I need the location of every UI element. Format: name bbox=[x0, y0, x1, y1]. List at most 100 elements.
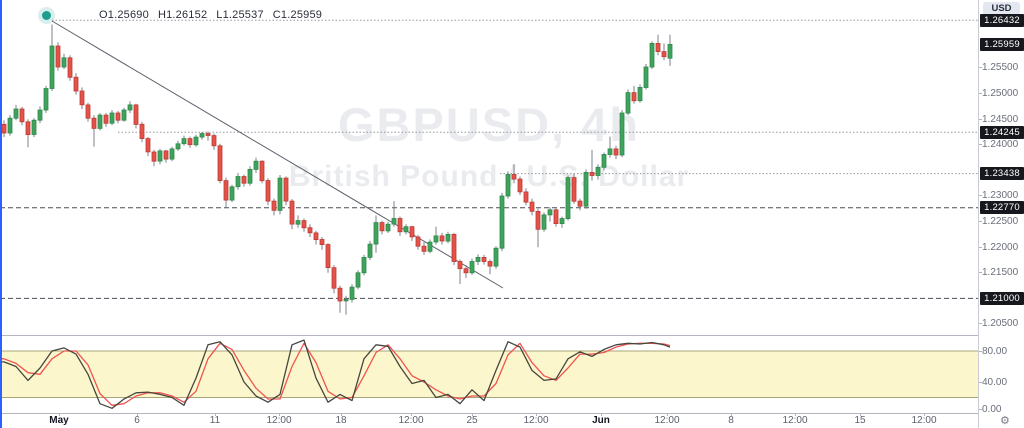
candle-body bbox=[296, 221, 300, 225]
candle-body bbox=[254, 161, 258, 169]
candle-body bbox=[44, 89, 48, 111]
candle-body bbox=[8, 118, 12, 133]
candle-body bbox=[38, 110, 42, 120]
candle-body bbox=[530, 202, 534, 211]
candle-body bbox=[32, 120, 36, 134]
candle-body bbox=[482, 257, 486, 261]
candle-body bbox=[548, 210, 552, 215]
time-tick-mark bbox=[215, 413, 216, 416]
candle-body bbox=[614, 149, 618, 155]
symbol-marker-dot[interactable] bbox=[38, 7, 55, 24]
candle-body bbox=[458, 262, 462, 269]
candle-body bbox=[596, 167, 600, 175]
candle-body bbox=[98, 115, 102, 128]
time-tick-mark bbox=[667, 413, 668, 416]
candle-body bbox=[356, 273, 360, 287]
time-tick-mark bbox=[601, 413, 602, 416]
price-tick-label: 1.25500 bbox=[982, 62, 1018, 73]
time-tick-label: 12:00 bbox=[398, 415, 423, 426]
price-level-badge: 1.21000 bbox=[980, 292, 1024, 305]
candle-body bbox=[320, 240, 324, 245]
price-level-badge: 1.24245 bbox=[980, 126, 1024, 139]
candle-body bbox=[188, 139, 192, 145]
time-tick-label: May bbox=[49, 415, 68, 426]
price-tick-label: 1.23000 bbox=[982, 190, 1018, 201]
main-price-pane[interactable]: GBPUSD, 4h British Pound / U.S. Dollar O… bbox=[0, 0, 978, 336]
candle-body bbox=[200, 134, 204, 138]
indicator-tick-label: 80.00 bbox=[982, 346, 1007, 357]
candle-body bbox=[578, 201, 582, 206]
candle-body bbox=[626, 93, 630, 114]
candle-body bbox=[266, 181, 270, 202]
candle-body bbox=[518, 179, 522, 192]
candle-body bbox=[620, 113, 624, 155]
indicator-tick-label: 40.00 bbox=[982, 377, 1007, 388]
candle-body bbox=[302, 221, 306, 228]
candle-body bbox=[242, 177, 246, 184]
candle-body bbox=[374, 223, 378, 245]
candle-body bbox=[452, 234, 456, 261]
candle-body bbox=[410, 227, 414, 237]
time-tick-label: 12:00 bbox=[523, 415, 548, 426]
price-level-lines bbox=[0, 20, 978, 298]
candle-body bbox=[602, 155, 606, 168]
candle-body bbox=[326, 245, 330, 268]
candle-body bbox=[476, 257, 480, 261]
candle-body bbox=[116, 113, 120, 120]
symbol-marker-core bbox=[42, 11, 51, 20]
candle-body bbox=[488, 262, 492, 267]
time-tick-mark bbox=[472, 413, 473, 416]
time-tick-label: 25 bbox=[466, 415, 477, 426]
candle-body bbox=[206, 134, 210, 136]
candle-body bbox=[404, 227, 408, 232]
time-scale[interactable]: May61112:001812:002512:00Jun12:00812:001… bbox=[0, 414, 978, 428]
candle-body bbox=[500, 196, 504, 248]
price-chart-canvas[interactable] bbox=[0, 0, 978, 336]
candle-body bbox=[608, 149, 612, 155]
trendline-drawing[interactable] bbox=[52, 21, 503, 288]
candle-body bbox=[632, 93, 636, 101]
candle-body bbox=[50, 46, 54, 89]
time-tick-label: 12:00 bbox=[782, 415, 807, 426]
gear-icon[interactable]: ⚙ bbox=[1000, 414, 1010, 427]
candle-body bbox=[536, 211, 540, 229]
time-tick-mark bbox=[137, 413, 138, 416]
candle-body bbox=[494, 248, 498, 266]
chart-window: GBPUSD, 4h British Pound / U.S. Dollar O… bbox=[0, 0, 1024, 428]
candle-body bbox=[434, 236, 438, 242]
candle-body bbox=[584, 172, 588, 206]
price-tick-label: 1.22000 bbox=[982, 242, 1018, 253]
candle-body bbox=[284, 178, 288, 201]
price-tick-label: 1.20500 bbox=[982, 318, 1018, 329]
pane-separator[interactable] bbox=[0, 335, 1024, 336]
price-scale[interactable]: USD 1.255001.250001.245001.240001.230001… bbox=[978, 0, 1024, 428]
candle-body bbox=[170, 149, 174, 159]
stochastic-pane[interactable] bbox=[0, 336, 978, 413]
candle-body bbox=[92, 118, 96, 128]
candle-body bbox=[248, 169, 252, 183]
candle-body bbox=[542, 215, 546, 229]
time-tick-mark bbox=[795, 413, 796, 416]
candle-body bbox=[308, 228, 312, 233]
candle-body bbox=[56, 46, 60, 67]
candle-body bbox=[224, 181, 228, 201]
candle-body bbox=[470, 262, 474, 273]
stochastic-canvas[interactable] bbox=[0, 336, 978, 413]
candle-body bbox=[260, 161, 264, 181]
candle-body bbox=[524, 192, 528, 202]
candle-body bbox=[62, 58, 66, 67]
candle-body bbox=[182, 139, 186, 144]
candle-body bbox=[218, 146, 222, 181]
candle-body bbox=[80, 91, 84, 105]
candle-body bbox=[146, 139, 150, 152]
candle-body bbox=[230, 187, 234, 200]
time-tick-label: Jun bbox=[592, 415, 610, 426]
time-tick-label: 15 bbox=[854, 415, 865, 426]
candle-body bbox=[656, 43, 660, 51]
candle-body bbox=[104, 115, 108, 123]
candle-body bbox=[638, 87, 642, 100]
candle-body bbox=[668, 44, 672, 58]
price-level-badge: 1.23438 bbox=[980, 167, 1024, 180]
candle-body bbox=[122, 110, 126, 120]
open-value: O1.25690 bbox=[99, 9, 149, 21]
